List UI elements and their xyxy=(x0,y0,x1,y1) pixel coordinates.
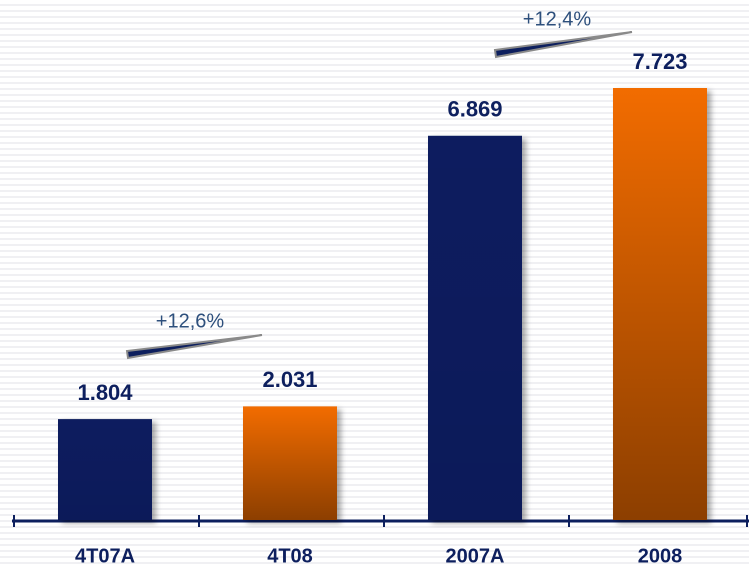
bar-shade xyxy=(58,419,152,520)
x-tick-label: 4T07A xyxy=(75,545,135,567)
annotation: +12,4% xyxy=(523,8,592,30)
bar-shade xyxy=(613,88,707,520)
value-label: 1.804 xyxy=(77,380,133,405)
growth-wedge xyxy=(493,31,633,59)
x-tick-label: 4T08 xyxy=(267,545,313,567)
bar-shade xyxy=(428,135,522,521)
x-tick-label: 2008 xyxy=(638,545,683,567)
value-label: 7.723 xyxy=(632,49,687,74)
x-tick-label: 2007A xyxy=(446,545,505,567)
value-label: 2.031 xyxy=(262,367,317,392)
bar-shade xyxy=(243,406,337,520)
growth-wedge xyxy=(125,334,263,360)
annotation: +12,6% xyxy=(156,310,225,332)
value-label: 6.869 xyxy=(447,97,502,122)
